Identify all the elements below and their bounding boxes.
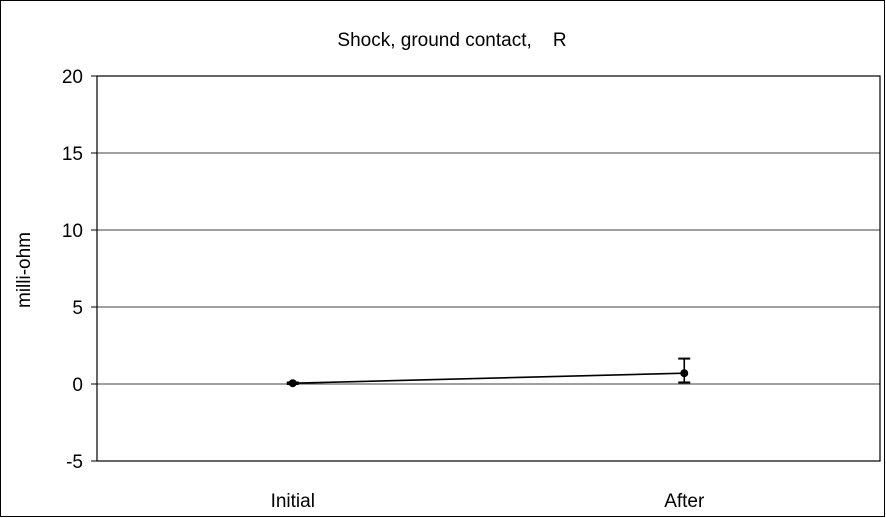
data-point (680, 369, 689, 378)
x-tick-label: After (664, 491, 705, 512)
series-layer (286, 357, 691, 388)
x-tick-labels: Initial After (271, 491, 705, 512)
y-tick-labels: 20 15 10 5 0 -5 (62, 67, 83, 473)
y-tick-label: -5 (66, 452, 83, 473)
y-axis-label: milli-ohm (14, 232, 35, 308)
chart-title: Shock, ground contact, R (337, 30, 566, 51)
y-tick-label: 0 (72, 375, 83, 396)
gridlines (91, 75, 880, 462)
x-tick-label: Initial (271, 491, 315, 512)
y-tick-label: 10 (62, 221, 83, 242)
y-tick-label: 15 (62, 144, 83, 165)
plot-area-frame (96, 75, 881, 462)
y-tick-label: 20 (62, 67, 83, 88)
y-tick-label: 5 (72, 298, 83, 319)
series-line (292, 372, 685, 385)
data-point (288, 379, 297, 388)
